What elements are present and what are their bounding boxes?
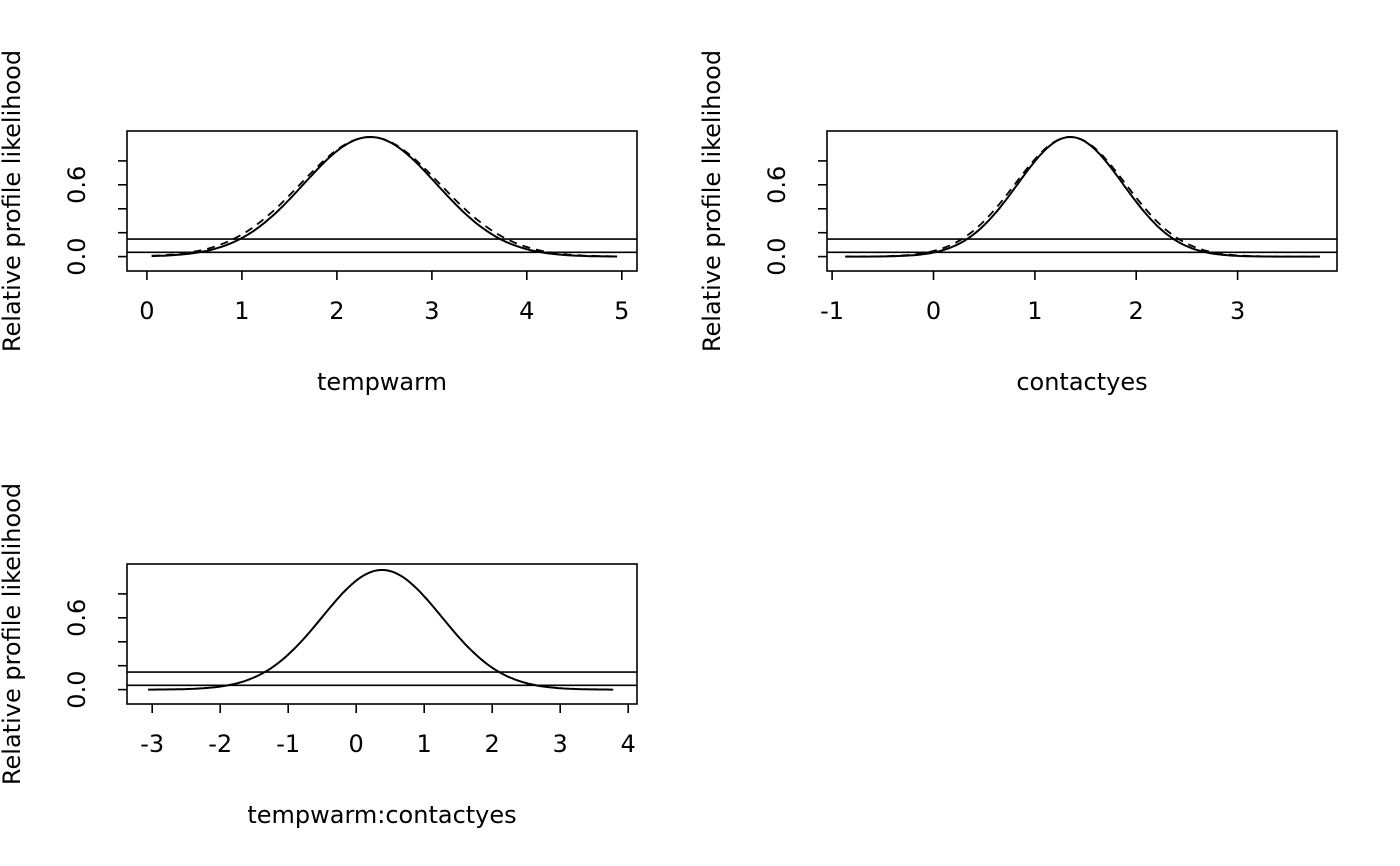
x-tick-label: 0 [349, 730, 364, 758]
y-axis-title: Relative profile likelihood [0, 50, 26, 352]
x-tick-label: 4 [519, 297, 534, 325]
x-tick-label: 3 [424, 297, 439, 325]
y-tick-label: 0.0 [763, 238, 791, 276]
x-tick-label: 4 [621, 730, 636, 758]
y-tick-label: 0.6 [763, 166, 791, 204]
x-tick-label: -2 [208, 730, 232, 758]
panel-tempwarm-contactyes: -3 -2 -1 0 1 2 3 4 0.0 0.6 tempwarm:contactyes Rela… [0, 433, 700, 866]
normal-approximation-curve [845, 136, 1320, 258]
contactyes-profile-chart: -1 0 1 2 3 0.0 0.6 contactyes Relative profile l… [700, 50, 1338, 396]
empty-panel [700, 433, 1400, 866]
x-tick-label: 1 [234, 297, 249, 325]
x-tick-label: 5 [614, 297, 629, 325]
y-axis-title: Relative profile likelihood [700, 50, 726, 352]
x-tick-label: 3 [1230, 297, 1245, 325]
x-tick-label: 2 [329, 297, 344, 325]
tempwarm-contactyes-profile-chart: -3 -2 -1 0 1 2 3 4 0.0 0.6 tempwarm:contactyes Rela… [0, 483, 638, 829]
y-tick-label: 0.6 [63, 599, 91, 637]
x-tick-label: 3 [553, 730, 568, 758]
profile-likelihood-curve [148, 569, 614, 691]
y-tick-label: 0.0 [63, 238, 91, 276]
x-tick-label: -1 [820, 297, 844, 325]
x-axis-title: contactyes [1016, 368, 1147, 396]
plot-frame [826, 130, 1338, 272]
tempwarm-profile-chart: 0 1 2 3 4 5 0.0 0.6 tempwarm Relative profile lik… [0, 50, 638, 396]
panel-contactyes: -1 0 1 2 3 0.0 0.6 contactyes Relative profile l… [700, 0, 1400, 433]
plot-frame [126, 130, 638, 272]
x-tick-label: 1 [417, 730, 432, 758]
x-tick-label: 0 [926, 297, 941, 325]
x-tick-label: 2 [485, 730, 500, 758]
y-tick-label: 0.0 [63, 671, 91, 709]
y-tick-label: 0.6 [63, 166, 91, 204]
x-tick-label: -3 [140, 730, 164, 758]
normal-approximation-curve [151, 136, 618, 258]
x-axis-title: tempwarm [317, 368, 447, 396]
x-axis-title: tempwarm:contactyes [247, 801, 516, 829]
plot-frame [126, 563, 638, 705]
x-tick-label: 2 [1129, 297, 1144, 325]
x-tick-label: 0 [139, 297, 154, 325]
x-tick-label: -1 [276, 730, 300, 758]
panel-tempwarm: 0 1 2 3 4 5 0.0 0.6 tempwarm Relative profile lik… [0, 0, 700, 433]
x-tick-label: 1 [1027, 297, 1042, 325]
y-axis-title: Relative profile likelihood [0, 483, 26, 785]
